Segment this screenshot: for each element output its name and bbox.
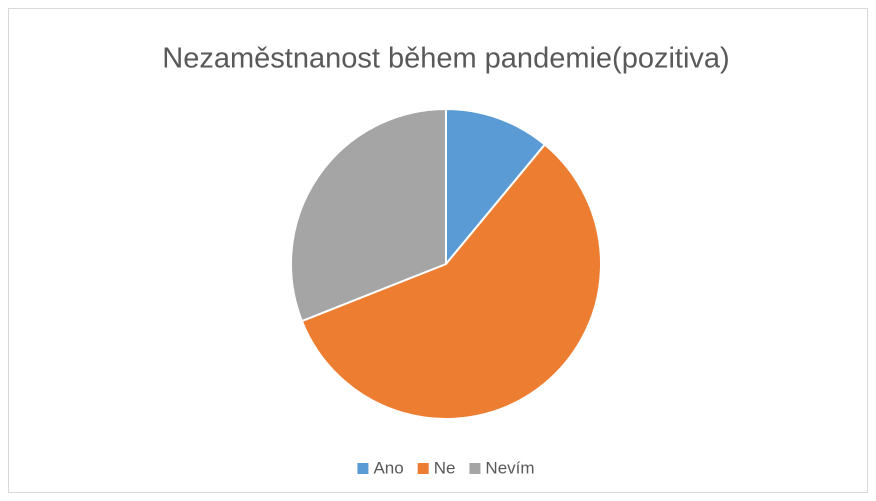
legend-label: Ano: [373, 458, 403, 477]
pie-slice: [290, 107, 447, 323]
pie-slice: [300, 143, 602, 420]
chart-title: Nezaměstnanost během pandemie(pozitiva): [162, 43, 729, 75]
legend-swatch: [357, 463, 369, 474]
legend-swatch: [469, 463, 481, 474]
legend: Ano Ne Nevím: [357, 458, 535, 477]
legend-label: Nevím: [485, 458, 534, 477]
legend-label: Ne: [434, 458, 456, 477]
legend-swatch: [417, 463, 429, 474]
pie-slice: [445, 107, 547, 267]
pie: [290, 107, 602, 420]
